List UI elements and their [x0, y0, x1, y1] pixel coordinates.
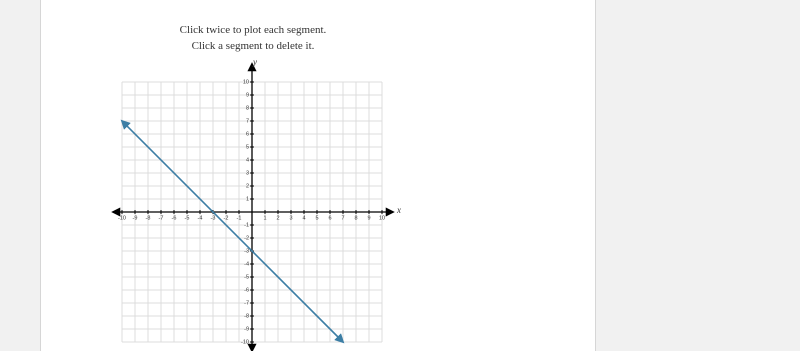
x-tick-label: 10	[379, 215, 385, 221]
y-tick-label: -5	[244, 274, 249, 280]
x-tick-label: 6	[328, 215, 331, 221]
y-tick-label: -2	[244, 235, 249, 241]
segment[interactable]	[120, 119, 345, 344]
x-tick-label: -1	[237, 215, 242, 221]
y-tick-label: 4	[246, 157, 249, 163]
y-tick-label: -4	[244, 261, 249, 267]
x-tick-label: -3	[211, 215, 216, 221]
x-tick-label: 5	[315, 215, 318, 221]
y-tick-label: -1	[244, 222, 249, 228]
x-tick-label: 9	[367, 215, 370, 221]
y-tick-label: -3	[244, 248, 249, 254]
x-tick-label: -2	[224, 215, 229, 221]
x-tick-label: 8	[354, 215, 357, 221]
y-tick-label: 8	[246, 105, 249, 111]
instruction: Click a segment to delete it.	[192, 40, 315, 52]
x-tick-label: 3	[289, 215, 292, 221]
y-tick-label: -9	[244, 326, 249, 332]
y-tick-label: 2	[246, 183, 249, 189]
instruction: Click twice to plot each segment.	[180, 24, 327, 36]
y-tick-label: 1	[246, 196, 249, 202]
x-tick-label: -10	[118, 215, 126, 221]
y-tick-label: -7	[244, 300, 249, 306]
x-tick-label: -8	[146, 215, 151, 221]
x-tick-label: 2	[276, 215, 279, 221]
x-tick-label: 7	[341, 215, 344, 221]
y-tick-label: 6	[246, 131, 249, 137]
y-tick-label: 5	[246, 144, 249, 150]
y-tick-label: -6	[244, 287, 249, 293]
x-tick-label: 1	[263, 215, 266, 221]
x-tick-label: -7	[159, 215, 164, 221]
y-tick-label: 7	[246, 118, 249, 124]
x-tick-label: -6	[172, 215, 177, 221]
x-tick-label: -9	[133, 215, 138, 221]
y-tick-label: -10	[241, 339, 249, 345]
y-tick-label: 3	[246, 170, 249, 176]
x-tick-label: -5	[185, 215, 190, 221]
x-axis-label: x	[396, 205, 401, 215]
x-tick-label: -4	[198, 215, 203, 221]
y-tick-label: 9	[246, 92, 249, 98]
y-tick-label: -8	[244, 313, 249, 319]
y-tick-label: 10	[243, 79, 249, 85]
y-axis-label: y	[252, 57, 257, 67]
x-tick-label: 4	[302, 215, 305, 221]
